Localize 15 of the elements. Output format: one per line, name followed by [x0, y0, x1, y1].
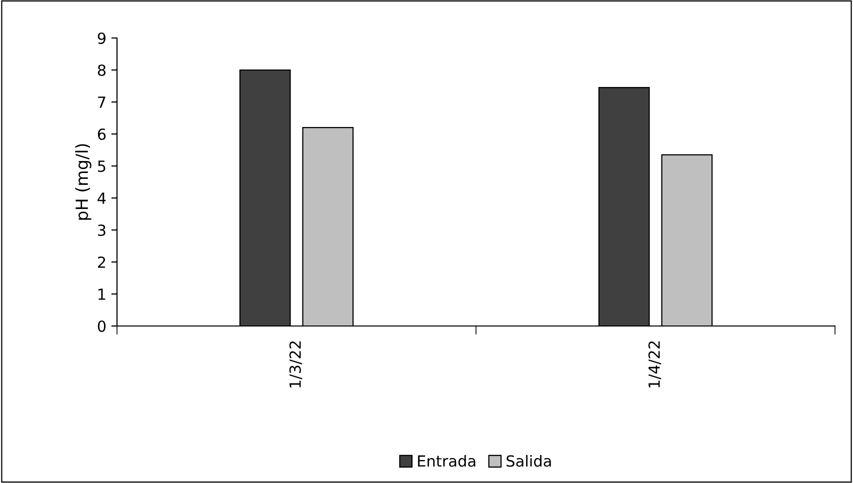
y-axis-title: pH (mg/l)	[75, 144, 92, 220]
y-tick-label: 9	[98, 32, 106, 44]
legend-label: Entrada	[418, 454, 476, 467]
y-tick-label: 7	[98, 96, 106, 108]
y-tick-label: 1	[98, 288, 106, 300]
x-tick-label: 1/4/22	[648, 341, 662, 388]
y-tick-label: 4	[98, 192, 106, 204]
y-tick-label: 2	[98, 256, 106, 268]
legend-label: Salida	[506, 454, 551, 467]
y-tick-label: 0	[98, 320, 106, 332]
y-tick-label: 8	[98, 64, 106, 76]
y-tick-label: 3	[98, 224, 106, 236]
y-tick-label: 6	[98, 128, 106, 140]
y-tick-label: 5	[98, 160, 106, 172]
x-tick-label: 1/3/22	[289, 341, 302, 388]
